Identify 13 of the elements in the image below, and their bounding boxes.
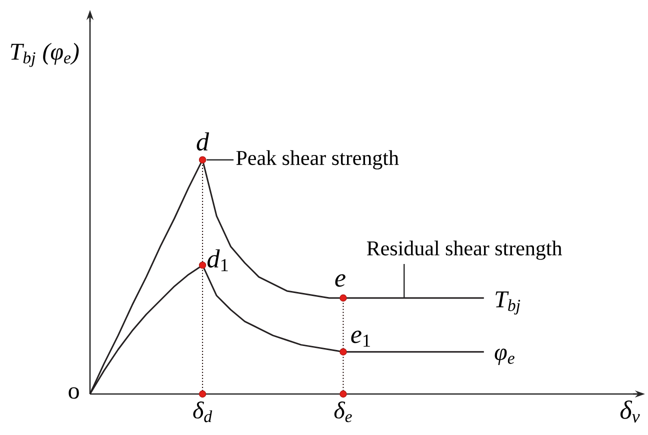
annotation: d <box>196 132 210 151</box>
annotation: Residual shear strength <box>366 240 562 260</box>
y-axis-title: T$_{bj}$ (φ$_{e}$) <box>10 42 79 67</box>
annotation: e <box>335 274 346 287</box>
annotation: d$_{1}$ <box>208 249 228 272</box>
x-tick-label: δ$_{d}$ <box>193 402 212 422</box>
text: o <box>68 387 79 399</box>
annotation: Peak shear strength <box>236 150 399 170</box>
series-label: φ$_{e}$ <box>494 348 514 366</box>
annotation: e$_{1}$ <box>351 330 370 347</box>
x-axis-title: δ$_{v}$ <box>620 400 640 423</box>
x-tick-label: δ$_{e}$ <box>334 402 352 422</box>
series-label: T$_{bj}$ <box>496 291 520 314</box>
